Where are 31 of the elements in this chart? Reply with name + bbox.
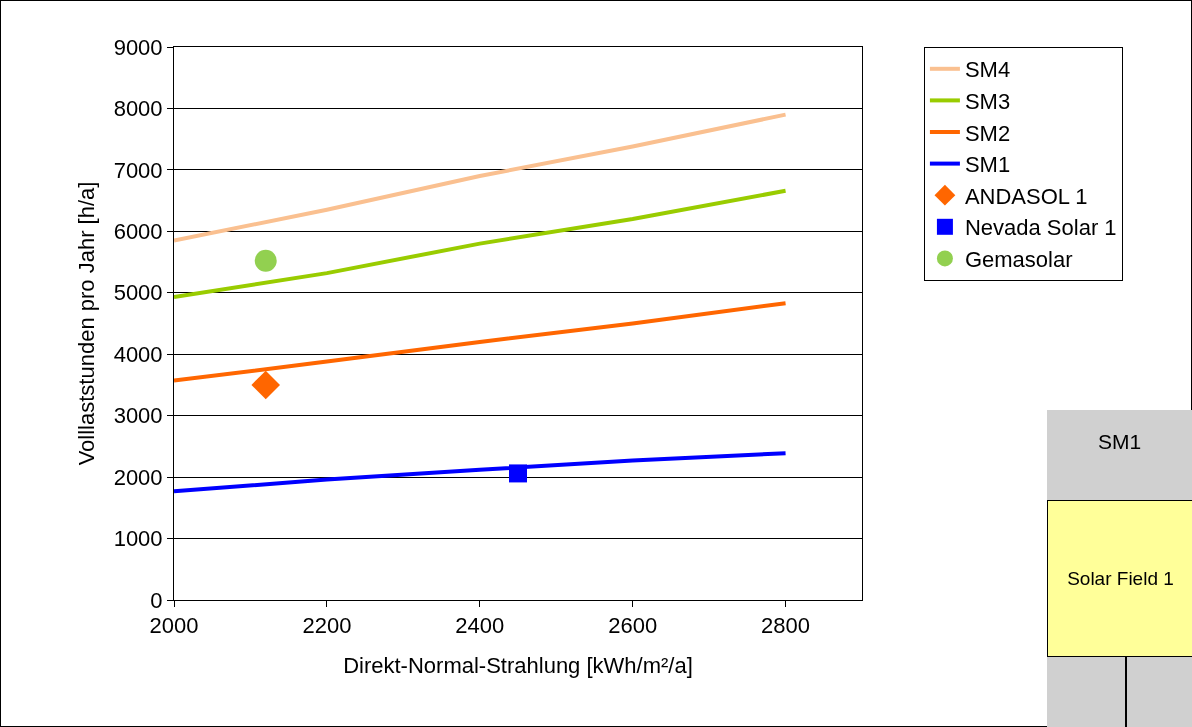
- legend-label: SM3: [964, 88, 1011, 114]
- y-tick-label: 6000: [113, 219, 163, 245]
- legend-label: ANDASOL 1: [964, 183, 1088, 209]
- point: [509, 464, 527, 483]
- y-tick-label: 0: [150, 587, 163, 613]
- line-series: [174, 112, 788, 243]
- y-tick-label: 5000: [113, 280, 163, 306]
- y-tick-label: 2000: [113, 464, 163, 490]
- x-tick-label: 2800: [761, 613, 811, 639]
- line-series: [174, 188, 788, 300]
- x-tick-label: 2000: [149, 613, 199, 639]
- legend-label: SM1: [964, 152, 1011, 178]
- y-axis-title: Volllaststunden pro Jahr [h/a]: [74, 181, 100, 466]
- legend-label: SM2: [964, 120, 1011, 146]
- x-axis-title: Direkt-Normal-Strahlung [kWh/m²/a]: [343, 653, 693, 679]
- x-tick-label: 2400: [455, 613, 505, 639]
- point: [254, 249, 277, 272]
- point: [251, 370, 281, 400]
- block-diagram: SM1 Solar Field 1: [1047, 410, 1192, 727]
- y-tick-label: 9000: [113, 34, 163, 60]
- line-series: [174, 451, 788, 494]
- legend-label: Nevada Solar 1: [964, 215, 1117, 241]
- legend-label: SM4: [964, 57, 1011, 83]
- y-tick-label: 3000: [113, 403, 163, 429]
- y-tick-label: 8000: [113, 96, 163, 122]
- x-tick-label: 2600: [608, 613, 658, 639]
- y-tick-label: 1000: [113, 526, 163, 552]
- legend-label: Gemasolar: [964, 246, 1073, 272]
- y-tick-label: 4000: [113, 341, 163, 367]
- x-tick-label: 2200: [302, 613, 352, 639]
- y-tick-label: 7000: [113, 157, 163, 183]
